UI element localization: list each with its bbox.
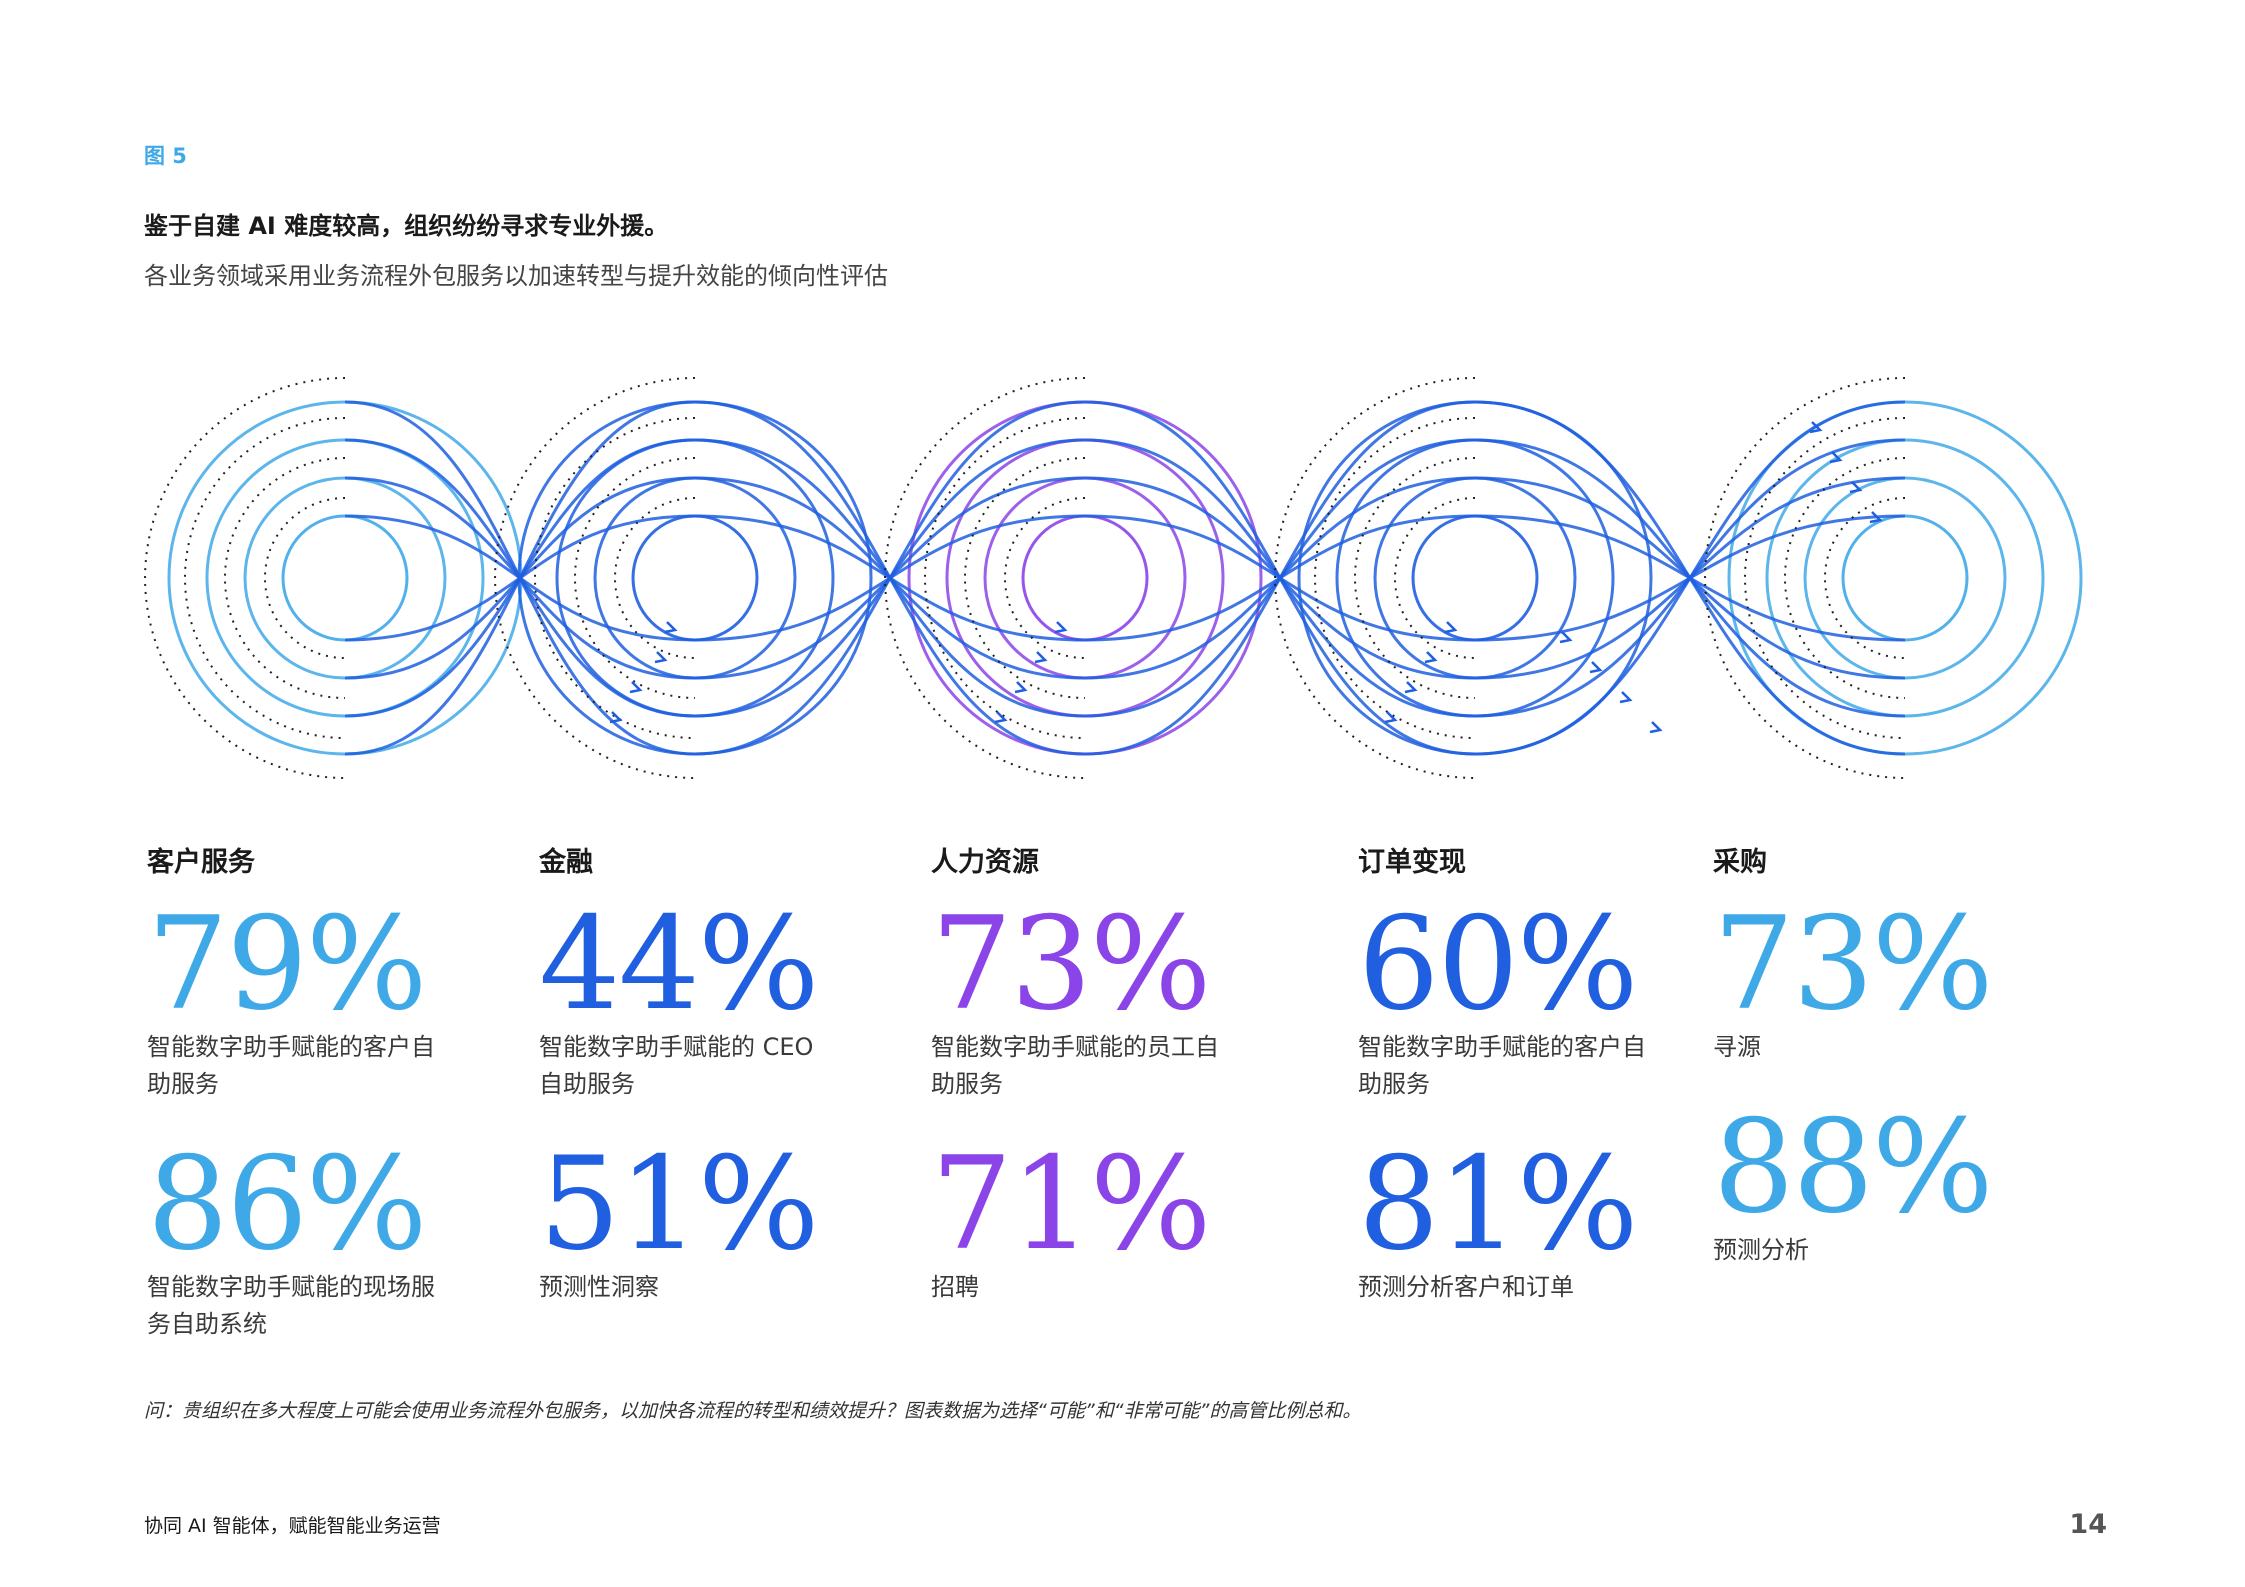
stat-description: 预测性洞察 [539,1273,659,1301]
stat-description: 智能数字助手赋能的 CEO 自助服务 [539,1033,814,1098]
flow-connector [344,400,696,756]
dotted-arc [884,377,1086,779]
dotted-arc [224,457,346,699]
survey-note: 问：贵组织在多大程度上可能会使用业务流程外包服务，以加快各流程的转型和绩效提升？… [144,1400,1362,1422]
figure-title: 鉴于自建 AI 难度较高，组织纷纷寻求专业外援。 [144,212,669,240]
flow-ring [1803,476,2007,680]
stat-value: 71% [931,1130,1212,1279]
flow-connector [1084,400,1476,756]
flow-ring [1297,400,1653,756]
dotted-arc [1784,457,1906,699]
category-column-3: 订单变现 60% 智能数字助手赋能的客户自助服务 81% 预测分析客户和订单 [1358,840,1738,1306]
flow-arrow-icon [1034,651,1048,664]
category-column-2: 人力资源 73% 智能数字助手赋能的员工自助服务 71% 招聘 [931,840,1311,1306]
flow-ring [205,438,485,718]
flow-ring [631,514,759,642]
stat-description: 招聘 [931,1273,979,1301]
category-name: 金融 [539,847,593,878]
stat-description: 智能数字助手赋能的员工自助服务 [931,1033,1219,1098]
page-number: 14 [2069,1509,2107,1540]
stat-description: 智能数字助手赋能的客户自助服务 [1358,1033,1646,1098]
flow-arrow-icon [609,711,623,724]
dotted-arc [1314,417,1476,739]
flow-ring [1373,476,1577,680]
flow-arrow-icon [654,651,668,664]
flow-arrow-icon [1849,481,1863,494]
flow-ring [555,438,835,718]
stat-description: 寻源 [1713,1033,1761,1061]
dotted-arc [184,417,346,739]
flow-ring [593,476,797,680]
figure-label: 图 5 [144,144,187,168]
flow-arrow-icon [1559,631,1573,644]
category-column-1: 金融 44% 智能数字助手赋能的 CEO 自助服务 51% 预测性洞察 [539,840,919,1306]
dotted-arc [614,497,696,659]
flow-arrow-icon [1869,511,1883,524]
dotted-arc [964,457,1086,699]
stat-value: 73% [1713,890,1994,1039]
flow-ring [281,514,409,642]
stat-value: 44% [539,890,820,1039]
flow-arrow-icon [1014,681,1028,694]
footer-title: 协同 AI 智能体，赋能智能业务运营 [144,1515,441,1537]
stat-value: 86% [147,1130,428,1279]
stat-description: 智能数字助手赋能的客户自助服务 [147,1033,435,1098]
flow-arrow-icon [1444,621,1458,634]
flow-ring [1335,438,1615,718]
figure-subtitle: 各业务领域采用业务流程外包服务以加速转型与提升效能的倾向性评估 [144,262,888,290]
dotted-arc [1744,417,1906,739]
flow-ring [907,400,1263,756]
flow-arrow-icon [1649,721,1663,734]
flow-arrow-icon [1424,651,1438,664]
category-name: 采购 [1713,847,1767,878]
flow-diagram [144,377,2083,779]
dotted-arc [924,417,1086,739]
stat-description: 预测分析 [1713,1236,1809,1264]
flow-ring [243,476,447,680]
flow-ring [517,400,873,756]
stat-value: 81% [1358,1130,1639,1279]
stat-description: 预测分析客户和订单 [1358,1273,1574,1301]
dotted-arc [1274,377,1476,779]
flow-ring [983,476,1187,680]
stat-value: 79% [147,890,428,1039]
dotted-arc [1704,377,1906,779]
stat-value: 60% [1358,890,1639,1039]
category-name: 人力资源 [931,847,1039,878]
dotted-arc [264,497,346,659]
flow-arrow-icon [664,621,678,634]
category-column-4: 采购 73% 寻源 88% 预测分析 [1713,840,2093,1269]
flow-arrow-icon [1619,691,1633,704]
flow-ring [1411,514,1539,642]
stat-value: 51% [539,1130,820,1279]
dotted-arc [1354,457,1476,699]
flow-ring [167,400,523,756]
flow-arrow-icon [994,711,1008,724]
dotted-arc [494,377,696,779]
flow-ring [1841,514,1969,642]
category-column-0: 客户服务 79% 智能数字助手赋能的客户自助服务 86% 智能数字助手赋能的现场… [147,840,527,1343]
flow-arrow-icon [1054,621,1068,634]
flow-ring [1727,400,2083,756]
flow-arrow-icon [1589,661,1603,674]
stat-value: 88% [1713,1093,1994,1242]
flow-ring [945,438,1225,718]
flow-arrow-icon [1404,681,1418,694]
flow-arrow-icon [1384,711,1398,724]
stat-value: 73% [931,890,1212,1039]
flow-arrow-icon [1809,421,1823,434]
category-name: 订单变现 [1358,847,1466,878]
dotted-arc [574,457,696,699]
flow-arrow-icon [629,681,643,694]
flow-ring [1021,514,1149,642]
dotted-arc [144,377,346,779]
flow-connector [694,400,1086,756]
flow-connector [1474,400,1906,756]
category-name: 客户服务 [147,847,255,878]
stat-description: 智能数字助手赋能的现场服务自助系统 [147,1273,435,1338]
flow-ring [1765,438,2045,718]
flow-arrow-icon [1829,451,1843,464]
